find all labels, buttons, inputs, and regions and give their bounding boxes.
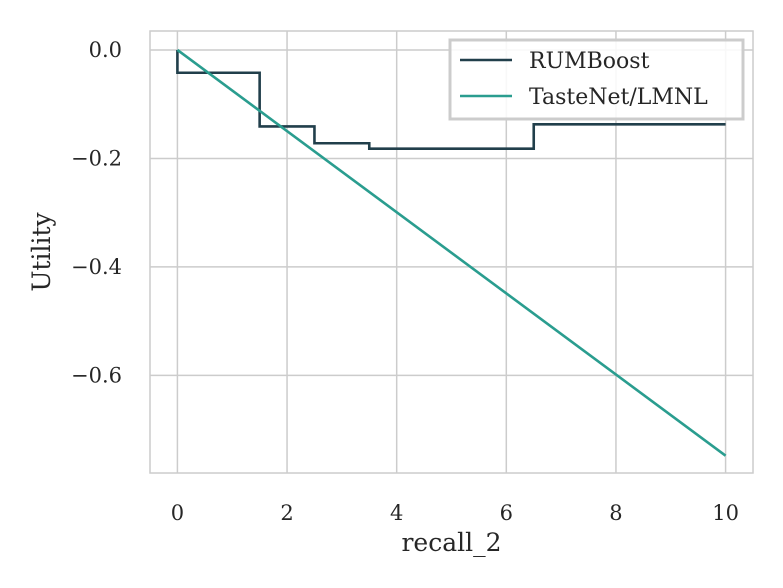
y-tick-label: −0.2 bbox=[71, 146, 122, 170]
x-tick-label: 2 bbox=[280, 501, 293, 525]
legend-box bbox=[448, 38, 745, 121]
series-layer bbox=[176, 48, 727, 457]
series-line-tastenet-lmnl bbox=[176, 48, 727, 457]
y-tick-label: 0.0 bbox=[89, 38, 122, 62]
y-axis-label: Utility bbox=[27, 211, 56, 291]
series-line-rumboost bbox=[176, 49, 726, 150]
legend-label-tastenet-lmnl: TasteNet/LMNL bbox=[529, 85, 708, 110]
x-tick-label: 8 bbox=[609, 501, 622, 525]
legend: RUMBoost TasteNet/LMNL bbox=[448, 38, 745, 121]
x-axis-label: recall_2 bbox=[401, 528, 501, 557]
y-tick-label: −0.6 bbox=[71, 363, 122, 387]
legend-label-rumboost: RUMBoost bbox=[529, 49, 650, 74]
x-tick-label: 10 bbox=[712, 501, 739, 525]
tick-labels: 0 2 4 6 8 10 0.0 −0.2 −0.4 −0.6 bbox=[71, 38, 739, 525]
x-tick-label: 4 bbox=[390, 501, 403, 525]
x-tick-label: 6 bbox=[500, 501, 513, 525]
x-tick-label: 0 bbox=[171, 501, 184, 525]
y-tick-label: −0.4 bbox=[71, 255, 122, 279]
